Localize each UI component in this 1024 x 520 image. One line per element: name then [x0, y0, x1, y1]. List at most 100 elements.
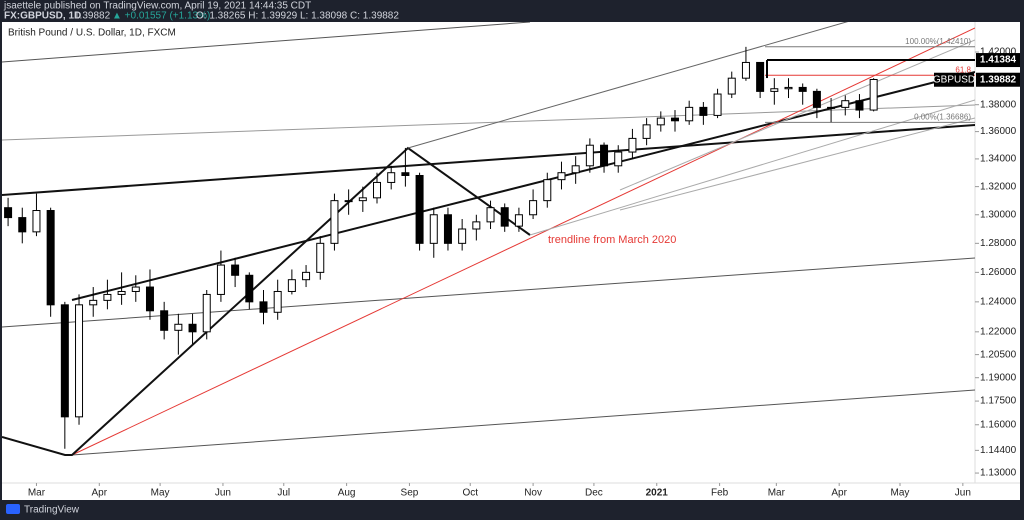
symbol-box: [934, 72, 974, 87]
trendline: [71, 71, 975, 301]
channel-line: [619, 39, 975, 191]
candle-body: [103, 293, 112, 301]
symbol-line: FX:GBPUSD, 1D 1.39882 ▲ +0.01557 (+1.13%…: [4, 11, 399, 22]
candle-body: [699, 106, 708, 116]
candle-body: [202, 293, 211, 333]
candle-body: [486, 207, 495, 223]
candle-body: [798, 86, 807, 92]
trendline: [71, 389, 975, 456]
drawings: [2, 22, 975, 456]
candle-body: [32, 210, 41, 233]
trendline: [2, 104, 975, 141]
candle-body: [670, 117, 679, 122]
candle-body: [514, 214, 523, 227]
x-tick-label: Mar: [768, 488, 786, 499]
candle-body: [472, 221, 481, 230]
x-tick-label: Jun: [955, 488, 971, 499]
x-tick-label: Oct: [462, 488, 478, 499]
price-label-box: [976, 72, 1020, 87]
candle-body: [557, 172, 566, 181]
candle-body: [543, 179, 552, 202]
candle-body: [770, 88, 779, 92]
fib-label: 0.00%(1.36686): [914, 112, 971, 121]
price-label-box: [976, 53, 1020, 68]
change: ▲ +0.01557 (+1.13%): [112, 11, 210, 22]
candle-body: [117, 290, 126, 295]
candle-body: [145, 286, 154, 312]
y-tick-label: 1.13000: [980, 468, 1017, 479]
candle-body: [160, 310, 169, 331]
candle-body: [642, 124, 651, 139]
candle-body: [628, 137, 637, 153]
trendline: [2, 22, 531, 63]
candle-body: [188, 323, 197, 333]
publisher: jsaettele published on TradingView.com, …: [3, 1, 311, 12]
price-label: 1.39882: [980, 74, 1017, 85]
candle-body: [18, 217, 27, 233]
x-tick-label: May: [891, 488, 910, 499]
candle-body: [713, 93, 722, 116]
candle-body: [841, 100, 850, 108]
symbol: FX:GBPUSD, 1D: [4, 11, 81, 22]
y-tick-label: 1.32000: [980, 181, 1017, 192]
x-tick-label: Sep: [401, 488, 419, 499]
candle-body: [387, 172, 396, 183]
x-tick-label: Dec: [585, 488, 603, 499]
chart-area: [2, 22, 1020, 500]
y-tick-label: 1.38000: [980, 99, 1017, 110]
annotation: trendline from March 2020: [548, 234, 676, 246]
candle-body: [60, 304, 69, 418]
candle-body: [216, 264, 225, 295]
brand: TradingView: [24, 505, 80, 516]
candle-body: [656, 117, 665, 126]
candle-body: [4, 207, 13, 219]
x-tick-label: May: [151, 488, 170, 499]
x-tick-label: Apr: [831, 488, 847, 499]
y-tick-label: 1.16000: [980, 419, 1017, 430]
logo: [6, 504, 20, 514]
candle-body: [316, 242, 325, 273]
x-tick-label: Apr: [92, 488, 108, 499]
symbol-label: GBPUSD: [933, 74, 975, 85]
channel-line: [407, 22, 849, 149]
candle-body: [245, 274, 254, 303]
price-label: 1.41384: [980, 55, 1017, 66]
x-tick-label: Jun: [215, 488, 231, 499]
trendline-red: [71, 27, 975, 456]
channel-line: [619, 117, 975, 211]
candle-body: [273, 290, 282, 313]
y-tick-label: 1.24000: [980, 296, 1017, 307]
y-tick-label: 1.34000: [980, 154, 1017, 165]
y-tick-label: 1.14400: [980, 445, 1017, 456]
candle-body: [174, 323, 183, 331]
x-tick-label: Aug: [338, 488, 356, 499]
candle-body: [741, 61, 750, 79]
candle-body: [500, 207, 509, 227]
candle-body: [727, 77, 736, 95]
candle-body: [685, 106, 694, 122]
trendline: [2, 124, 975, 196]
candle-body: [358, 197, 367, 202]
y-tick-label: 1.30000: [980, 209, 1017, 220]
candle-body: [756, 61, 765, 92]
candle-body: [855, 100, 864, 111]
candle-body: [784, 86, 793, 90]
y-tick-label: 1.19000: [980, 372, 1017, 383]
candle-body: [429, 214, 438, 244]
chart-title: British Pound / U.S. Dollar, 1D, FXCM: [8, 28, 176, 39]
y-tick-label: 1.42000: [980, 47, 1017, 58]
candle-body: [529, 200, 538, 216]
footer: TradingView: [6, 504, 80, 516]
candle-body: [373, 181, 382, 199]
candle-body: [600, 144, 609, 167]
y-tick-label: 1.22000: [980, 326, 1017, 337]
y-tick-label: 1.17500: [980, 396, 1017, 407]
candle-body: [458, 228, 467, 244]
candle-body: [614, 151, 623, 167]
plot-layer: [4, 46, 975, 449]
y-tick-label: 1.20500: [980, 349, 1017, 360]
candle-body: [46, 210, 55, 306]
candle-body: [89, 299, 98, 306]
candle-body: [443, 214, 452, 244]
